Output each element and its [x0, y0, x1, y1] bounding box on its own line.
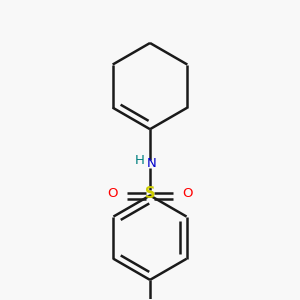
Text: O: O — [108, 187, 118, 200]
Text: N: N — [147, 157, 156, 170]
Text: O: O — [182, 187, 192, 200]
Text: S: S — [145, 186, 155, 201]
Text: H: H — [135, 154, 145, 167]
